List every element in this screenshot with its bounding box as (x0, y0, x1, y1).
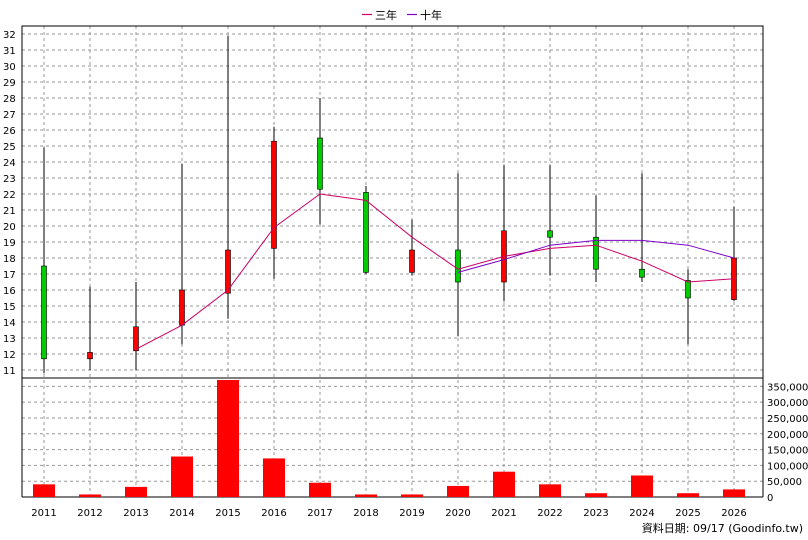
price-tick-label: 12 (3, 350, 16, 361)
volume-tick-label: 50,000 (767, 477, 802, 488)
price-tick-label: 29 (3, 78, 16, 89)
volume-axis-ticks: 0 50,000 100,000 150,000 200,000 250,000 300,0… (767, 382, 808, 504)
year-tick-label: 2015 (215, 508, 240, 519)
year-tick-label: 2023 (583, 508, 608, 519)
year-tick-label: 2020 (445, 508, 470, 519)
year-tick-label: 2016 (261, 508, 286, 519)
candle-body (455, 249, 461, 283)
price-tick-label: 28 (3, 94, 16, 105)
source-note: 資料日期: 09/17 (Goodinfo.tw) (642, 521, 803, 535)
volume-bar (355, 494, 377, 497)
candle-body (179, 289, 185, 326)
volume-tick-label: 150,000 (767, 446, 808, 457)
price-tick-label: 13 (3, 334, 16, 345)
volume-bar (539, 484, 561, 497)
candle-body (271, 140, 277, 249)
volume-bar (33, 484, 55, 497)
volume-bar (447, 485, 469, 497)
price-tick-label: 26 (3, 126, 16, 137)
price-tick-label: 11 (3, 366, 16, 377)
legend: 三年 十年 (362, 8, 442, 22)
legend-label: 三年 (375, 8, 397, 22)
price-tick-label: 20 (3, 222, 16, 233)
candle-body (547, 230, 553, 238)
price-tick-label: 19 (3, 238, 16, 249)
volume-bars (33, 380, 745, 497)
year-tick-label: 2014 (169, 508, 194, 519)
volume-tick-label: 350,000 (767, 382, 808, 393)
price-tick-label: 15 (3, 302, 16, 313)
panel-frames (21, 25, 764, 498)
volume-tick-label: 200,000 (767, 430, 808, 441)
year-tick-label: 2026 (721, 508, 746, 519)
ma-line (457, 239, 735, 273)
legend-label: 十年 (420, 8, 442, 22)
volume-bar (309, 482, 331, 497)
price-tick-label: 21 (3, 206, 16, 217)
year-tick-label: 2011 (31, 508, 56, 519)
price-panel-grid (22, 26, 763, 497)
volume-bar (171, 456, 193, 497)
candle-body (685, 280, 691, 299)
year-tick-label: 2018 (353, 508, 378, 519)
volume-bar (723, 489, 745, 497)
price-tick-label: 16 (3, 286, 16, 297)
year-tick-label: 2017 (307, 508, 332, 519)
moving-average-lines (135, 193, 735, 350)
volume-bar (217, 380, 239, 497)
volume-panel-grid (22, 385, 763, 482)
volume-bar (677, 493, 699, 497)
candle-body (41, 265, 47, 360)
candle-body (225, 249, 231, 294)
candle-body (363, 192, 369, 273)
price-tick-label: 24 (3, 158, 16, 169)
volume-bar (401, 494, 423, 497)
volume-bar (631, 475, 653, 497)
price-tick-label: 18 (3, 254, 16, 265)
candle-body (409, 249, 415, 273)
volume-tick-label: 0 (767, 493, 773, 504)
price-tick-label: 25 (3, 142, 16, 153)
volume-bar (263, 458, 285, 497)
volume-bar (79, 494, 101, 497)
price-tick-label: 17 (3, 270, 16, 281)
candle-body (317, 137, 323, 190)
price-axis-ticks: 11 12 13 14 15 16 17 18 19 20 21 22 23 24 25 26 27 28 29 30… (3, 30, 16, 377)
price-tick-label: 22 (3, 190, 16, 201)
volume-tick-label: 100,000 (767, 461, 808, 472)
price-panel-frame (21, 25, 764, 379)
candle-body (87, 352, 93, 360)
volume-bar (125, 486, 147, 497)
price-tick-label: 14 (3, 318, 16, 329)
year-tick-label: 2022 (537, 508, 562, 519)
candle-body (133, 326, 139, 352)
price-tick-label: 23 (3, 174, 16, 185)
volume-tick-label: 250,000 (767, 414, 808, 425)
volume-bar (585, 493, 607, 497)
volume-tick-label: 300,000 (767, 398, 808, 409)
price-tick-label: 31 (3, 46, 16, 57)
year-tick-label: 2013 (123, 508, 148, 519)
year-tick-label: 2021 (491, 508, 516, 519)
year-tick-label: 2025 (675, 508, 700, 519)
price-tick-label: 32 (3, 30, 16, 41)
year-tick-label: 2024 (629, 508, 654, 519)
volume-bar (493, 471, 515, 497)
x-axis-ticks: 2011 2012 2013 2014 2015 2016 2017 2018 2019 2020… (31, 508, 746, 519)
candle-body (639, 268, 645, 278)
price-tick-label: 30 (3, 62, 16, 73)
year-tick-label: 2012 (77, 508, 102, 519)
candle-body (593, 236, 599, 270)
price-tick-label: 27 (3, 110, 16, 121)
ma-line (135, 193, 735, 350)
candlestick-series (41, 35, 737, 374)
year-tick-label: 2019 (399, 508, 424, 519)
